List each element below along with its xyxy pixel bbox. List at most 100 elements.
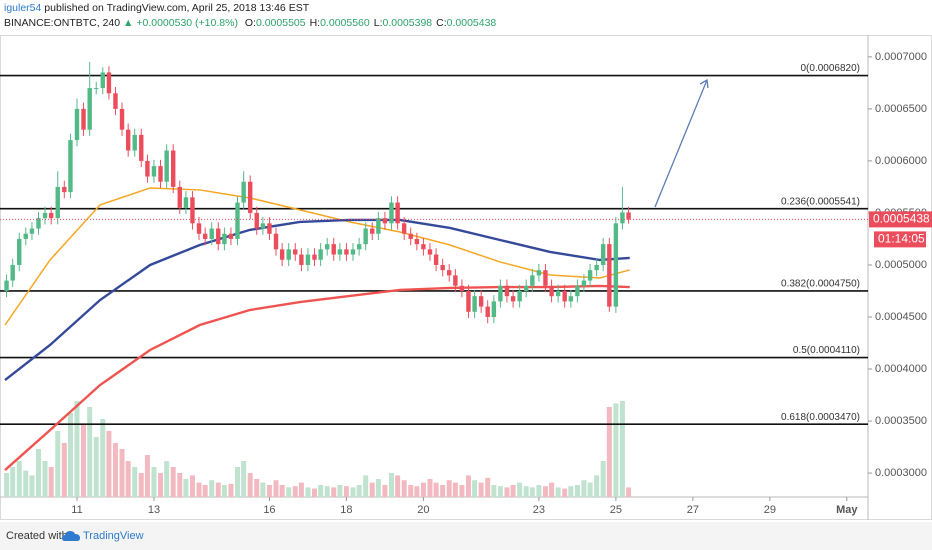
candle-body <box>113 93 118 109</box>
volume-bar <box>414 486 420 497</box>
candle-body <box>183 197 189 208</box>
volume-bar <box>491 485 497 497</box>
volume-bar <box>16 461 22 497</box>
volume-bar <box>292 486 298 497</box>
volume-bar <box>23 470 29 497</box>
candle-body <box>36 218 41 229</box>
candle-body <box>600 244 606 265</box>
x-tick-label: 20 <box>417 504 429 516</box>
candle-body <box>139 134 144 161</box>
volume-bar <box>382 485 388 497</box>
candle-body <box>453 275 458 286</box>
moving-average <box>4 218 630 381</box>
candle-body <box>202 233 208 239</box>
candle-body <box>370 228 375 234</box>
volume-bar <box>100 419 106 497</box>
brand[interactable]: TradingView <box>83 530 144 542</box>
volume-bar <box>215 482 221 497</box>
candle-body <box>273 233 279 250</box>
candle-body <box>350 249 356 255</box>
candle-body <box>466 290 471 312</box>
fib-label: 0.5(0.0004110) <box>793 345 860 356</box>
y-tick-label: 0.0004500 <box>875 311 927 323</box>
y-tick-label: 0.0004000 <box>875 363 927 375</box>
candle-body <box>222 233 227 245</box>
volume-bar <box>420 482 426 497</box>
ohlc-value: 0.0005398 <box>382 17 433 29</box>
volume-bar <box>170 467 176 497</box>
volume-bar <box>35 449 41 497</box>
logo-icon <box>62 531 80 541</box>
volume-bar <box>254 479 260 497</box>
candle-body <box>549 285 554 297</box>
volume-bar <box>331 487 337 497</box>
candle-body <box>568 296 574 302</box>
volume-bar <box>311 488 317 497</box>
candle-body <box>555 290 561 297</box>
volume-bar <box>510 485 516 497</box>
x-tick-label: 25 <box>610 504 622 516</box>
x-tick-label: 29 <box>764 504 776 516</box>
projection-arrow <box>654 79 708 208</box>
volume-bar <box>87 407 93 497</box>
candle-body <box>29 228 35 234</box>
volume-bar <box>151 467 157 497</box>
volume-bar <box>74 401 80 497</box>
y-tick-label: 0.0006500 <box>875 103 927 115</box>
volume-bar <box>568 486 574 497</box>
axis-layer: 0.0003000 0.0003500 0.0004000 0.0004500 0.00… <box>0 51 932 516</box>
volume-bar <box>125 461 131 497</box>
candle-body <box>440 264 445 271</box>
candle-body <box>472 296 477 312</box>
candle-body <box>491 301 497 317</box>
volume-bar <box>446 480 452 497</box>
volume-bar <box>221 485 227 497</box>
candle-body <box>382 218 388 224</box>
volume-bar <box>241 461 247 497</box>
ohlc-value: 0.0005438 <box>446 17 497 29</box>
candle-body <box>209 228 214 239</box>
x-tick-label: 18 <box>340 504 352 516</box>
last-price-label: 0.0005438 <box>873 212 930 226</box>
volume-bar <box>48 467 54 497</box>
volume-bar <box>517 482 523 497</box>
volume-bar <box>485 477 491 497</box>
candle-body <box>171 150 176 187</box>
candle-body <box>331 244 336 255</box>
candle-body <box>376 218 381 234</box>
volume-bar <box>158 473 164 497</box>
candle-body <box>324 244 330 250</box>
candle-body <box>523 285 529 291</box>
candle-body <box>395 202 400 224</box>
candle-body <box>164 150 169 182</box>
arrow-head <box>699 78 709 89</box>
volume-bar <box>619 401 625 497</box>
ma-layer <box>4 187 630 471</box>
author[interactable]: iguler54 <box>4 2 42 14</box>
y-tick-label: 0.0005000 <box>875 259 927 271</box>
candle-body <box>581 280 587 286</box>
volume-bar <box>613 403 619 497</box>
candle-body <box>196 223 202 234</box>
volume-bar <box>337 485 343 497</box>
candle-body <box>267 223 272 234</box>
volume-bar <box>562 488 568 497</box>
candle-body <box>517 290 522 302</box>
volume-bar <box>209 480 215 497</box>
volume-bar <box>132 467 138 497</box>
fib-label: 0.618(0.0003470) <box>781 412 860 423</box>
ohlc: O:0.0005505 H:0.0005560 L:0.0005398 C:0.000… <box>241 17 496 29</box>
volume-bar <box>55 431 61 497</box>
volume-bar <box>536 485 542 497</box>
y-tick-label: 0.0007000 <box>875 51 927 63</box>
ohlc-label: C: <box>436 17 447 29</box>
candle-body <box>587 270 593 281</box>
x-tick-label: 11 <box>71 504 82 516</box>
candle-body <box>260 223 266 229</box>
countdown-box <box>874 231 926 248</box>
candle-body <box>158 166 163 182</box>
ohlc-value: 0.0005560 <box>320 17 370 29</box>
candle-body <box>447 270 452 276</box>
candle-body <box>293 249 298 255</box>
volume-bar <box>427 479 433 497</box>
